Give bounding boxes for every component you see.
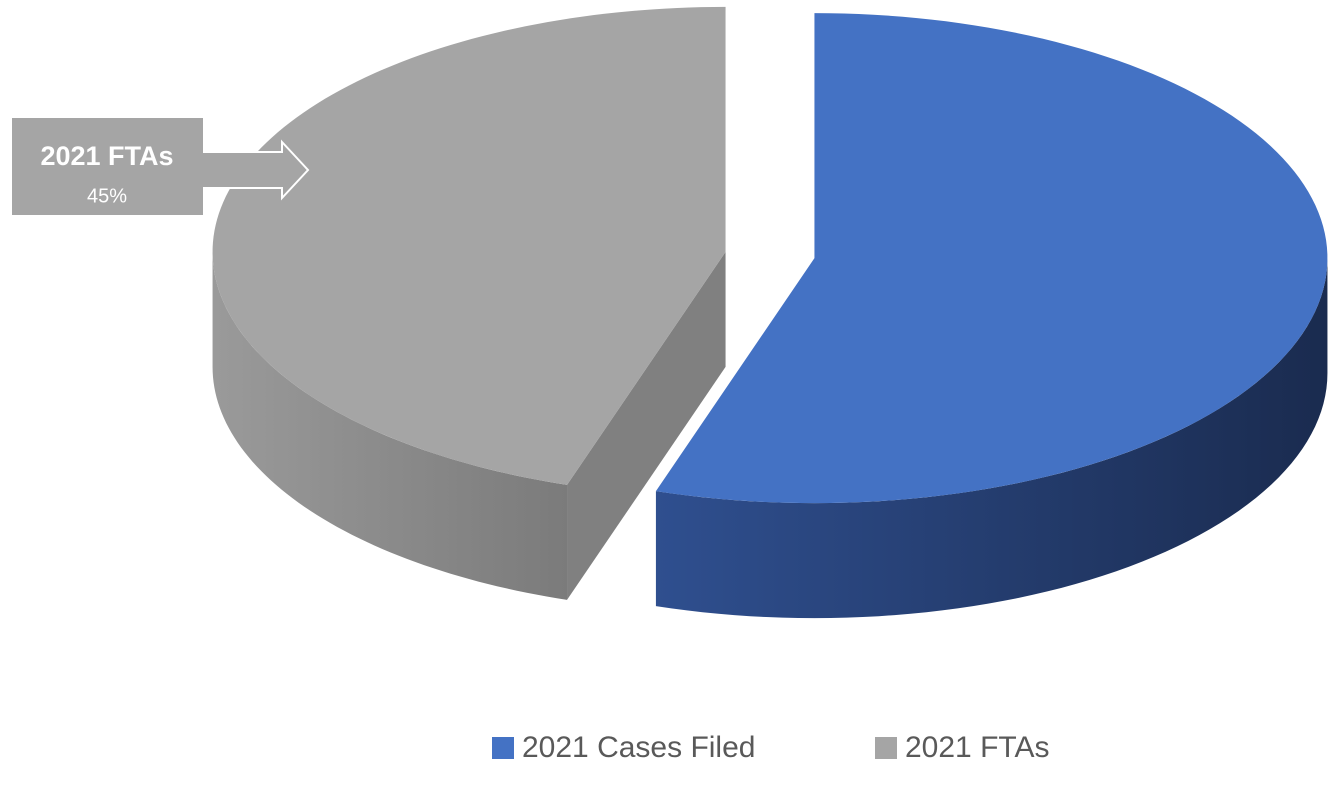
label-arrow (203, 139, 310, 201)
legend: 2021 Cases Filed 2021 FTAs (492, 731, 1050, 764)
slice-side (655, 258, 1328, 619)
legend-swatch (492, 737, 514, 759)
slice (212, 6, 726, 485)
slice (655, 13, 1328, 504)
slice-side (212, 251, 568, 600)
legend-label: 2021 Cases Filed (522, 731, 755, 764)
pie (212, 6, 1328, 619)
slice-edge (567, 251, 726, 600)
label-box (12, 118, 308, 215)
label-value: 45% (87, 185, 127, 207)
data-label: 2021 FTAs 45% (12, 118, 310, 215)
legend-label: 2021 FTAs (905, 731, 1050, 764)
legend-swatch (875, 737, 897, 759)
label-category: 2021 FTAs (40, 141, 173, 171)
